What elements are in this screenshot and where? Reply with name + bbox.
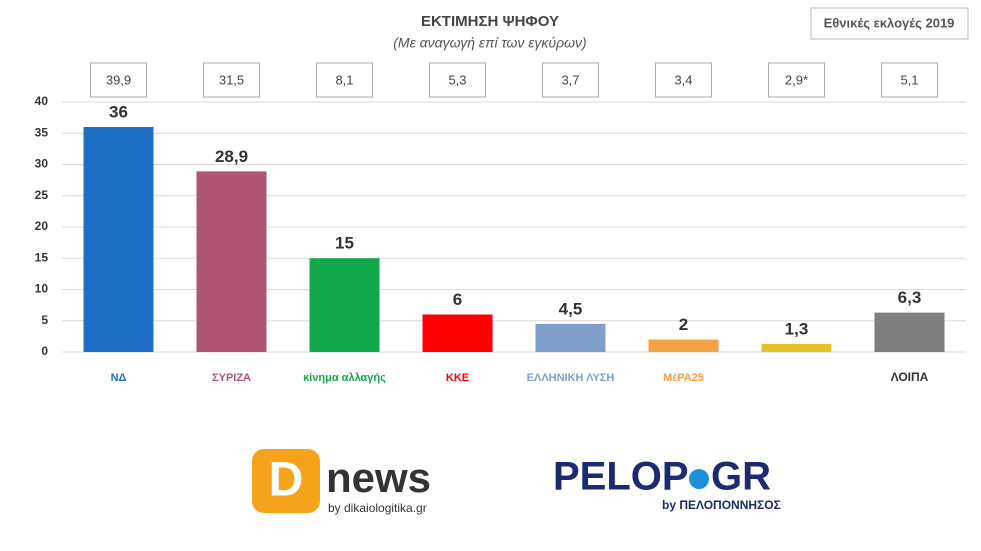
y-tick-label: 0 — [41, 344, 48, 358]
bar — [648, 339, 719, 352]
x-tick-label: ΛΟΙΠΑ — [891, 370, 929, 384]
reference-label: 31,5 — [219, 72, 244, 87]
bar — [874, 312, 945, 352]
x-tick-label: ΕΛΛΗΝΙΚΗ ΛΥΣΗ — [527, 372, 615, 384]
value-label: 4,5 — [559, 299, 583, 318]
y-tick-label: 15 — [35, 250, 49, 264]
y-tick-label: 40 — [35, 94, 49, 108]
reference-box — [429, 62, 486, 98]
bar — [83, 127, 154, 352]
y-tick-label: 35 — [35, 125, 49, 139]
value-label: 6,3 — [898, 288, 922, 307]
reference-box — [90, 62, 147, 98]
pelop-by: by ΠΕΛΟΠΟΝΝΗΣΟΣ — [662, 498, 781, 512]
pelop-logo: PELOP GR by ΠΕΛΟΠΟΝΝΗΣΟΣ — [553, 455, 781, 513]
bar — [422, 314, 493, 352]
y-tick-label: 25 — [35, 188, 49, 202]
pelop-left: PELOP — [553, 455, 689, 499]
chart-title: ΕΚΤΙΜΗΣΗ ΨΗΦΟΥ — [421, 13, 559, 30]
value-label: 15 — [335, 234, 354, 253]
value-label: 28,9 — [215, 147, 248, 166]
bar — [761, 343, 832, 352]
reference-label: 8,1 — [335, 72, 353, 87]
x-tick-label: ΜέΡΑ25 — [663, 372, 704, 384]
reference-box — [203, 62, 260, 98]
reference-box — [655, 62, 712, 98]
dnews-name: news — [326, 454, 431, 501]
value-label: 36 — [109, 102, 128, 121]
bar — [196, 171, 267, 352]
reference-box — [881, 62, 938, 98]
reference-box — [542, 62, 599, 98]
reference-label: 39,9 — [106, 72, 131, 87]
x-tick-label: κίνημα αλλαγής — [303, 372, 386, 384]
dnews-by: by dikaiologitika.gr — [328, 501, 427, 515]
x-tick-label: ΝΔ — [111, 372, 127, 384]
reference-label: 5,1 — [900, 72, 918, 87]
dnews-logo: D news by dikaiologitika.gr — [252, 449, 431, 515]
chart-subtitle: (Με αναγωγή επί των εγκύρων) — [393, 35, 586, 51]
x-tick-label: ΚΚΕ — [446, 372, 469, 384]
reference-label: 5,3 — [448, 72, 466, 87]
y-tick-label: 10 — [35, 282, 49, 296]
reference-box — [768, 62, 825, 98]
value-label: 1,3 — [785, 319, 809, 338]
value-label: 6 — [453, 290, 462, 309]
pelop-dot — [689, 469, 709, 489]
bar — [535, 323, 606, 352]
bar — [309, 258, 380, 352]
dnews-box — [252, 449, 320, 513]
dnews-letter: D — [269, 454, 304, 507]
y-tick-label: 20 — [35, 219, 49, 233]
pelop-right: GR — [711, 455, 771, 499]
note: Εθνικές εκλογές 2019 — [824, 15, 955, 30]
reference-label: 3,4 — [674, 72, 692, 87]
x-tick-label: ΣΥΡΙΖΑ — [212, 372, 251, 384]
reference-box — [316, 62, 373, 98]
y-tick-label: 5 — [41, 313, 48, 327]
value-label: 2 — [679, 315, 688, 334]
note-box — [810, 7, 969, 40]
y-tick-label: 30 — [35, 157, 49, 171]
reference-label: 3,7 — [561, 72, 579, 87]
reference-label: 2,9* — [785, 72, 808, 87]
